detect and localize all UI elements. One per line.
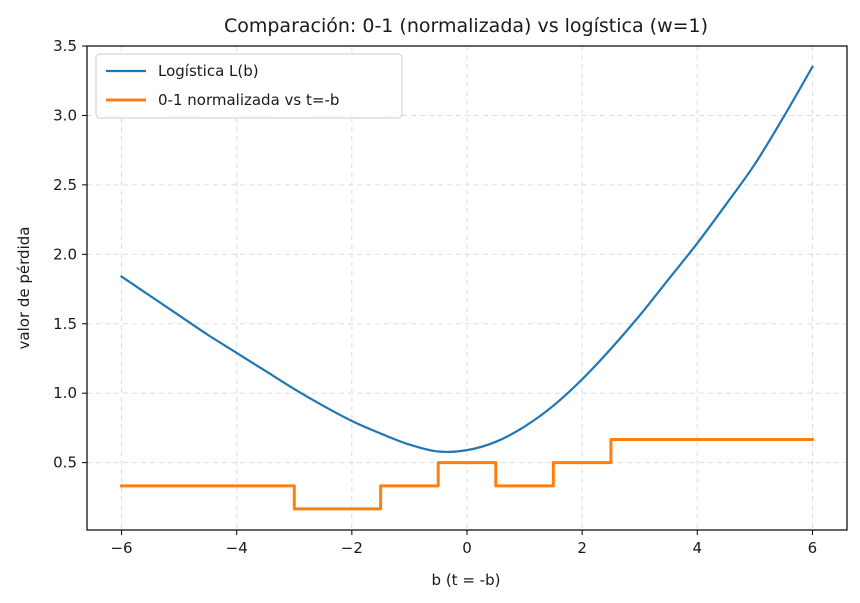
series-logistica-line — [120, 65, 814, 454]
x-tick-label: 4 — [693, 539, 703, 557]
series-layer — [120, 65, 814, 511]
y-tick-label: 1.0 — [53, 384, 77, 402]
legend-label-01: 0-1 normalizada vs t=-b — [158, 91, 339, 109]
x-tick-label: −4 — [226, 539, 248, 557]
series-01-step-line — [120, 437, 814, 511]
legend: Logística L(b) 0-1 normalizada vs t=-b — [95, 53, 403, 119]
grid — [87, 45, 847, 530]
y-tick-label: 1.5 — [53, 315, 77, 333]
y-tick-label: 2.5 — [53, 176, 77, 194]
y-axis-label: valor de pérdida — [15, 227, 33, 350]
y-tick-label: 3.5 — [53, 37, 77, 55]
x-tick-label: 2 — [577, 539, 587, 557]
x-axis-label: b (t = -b) — [432, 571, 501, 589]
legend-box — [95, 53, 403, 119]
x-tick-label: 0 — [462, 539, 472, 557]
x-tick-label: 6 — [808, 539, 818, 557]
x-tick-label: −2 — [341, 539, 363, 557]
x-tick-label: −6 — [110, 539, 132, 557]
ticks: −6 −4 −2 0 2 4 6 0.5 1.0 1.5 2.0 2.5 3.0 3.5 — [53, 37, 817, 557]
y-tick-label: 2.0 — [53, 245, 77, 263]
chart-title: Comparación: 0-1 (normalizada) vs logíst… — [224, 15, 708, 37]
legend-label-logistica: Logística L(b) — [158, 62, 259, 80]
y-tick-label: 3.0 — [53, 106, 77, 124]
y-tick-label: 0.5 — [53, 454, 77, 472]
